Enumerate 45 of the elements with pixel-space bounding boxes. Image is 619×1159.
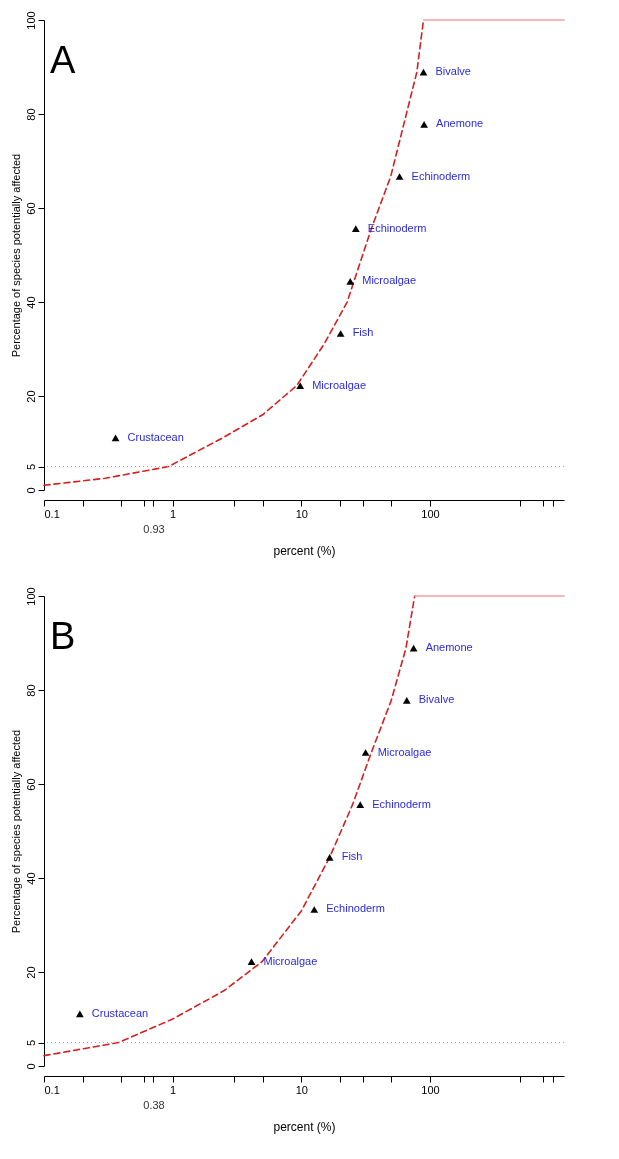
annotation: Echinoderm — [326, 902, 385, 915]
y-axis-title: Percentage of species potentially affected — [9, 153, 22, 358]
x-tick-label: 100 — [421, 1083, 440, 1096]
y-tick-label: 60 — [24, 778, 37, 791]
annotation: Microalgae — [362, 274, 417, 287]
annotation: Bivalve — [418, 693, 455, 706]
x-tick-label: 0.1 — [44, 1083, 60, 1096]
y-tick-label: 80 — [24, 108, 37, 121]
x-tick-label: 1 — [170, 1083, 177, 1096]
x-tick-label: 10 — [295, 507, 308, 520]
y-tick-label: 20 — [24, 390, 37, 403]
x-tick-label: 10 — [295, 1083, 308, 1096]
annotation: Microalgae — [312, 378, 367, 391]
y-tick-label: 5 — [24, 463, 37, 471]
text: A — [50, 38, 76, 81]
text: 0.93 — [143, 523, 165, 535]
annotation: Microalgae — [263, 954, 318, 967]
annotation: Echinoderm — [411, 169, 471, 182]
y-tick-label: 60 — [24, 202, 37, 215]
x-axis-title: percent (%) — [273, 543, 336, 558]
annotation: Bivalve — [435, 65, 471, 78]
x-tick-label: 100 — [421, 507, 440, 520]
annotation: Anemone — [425, 641, 473, 654]
annotation: Echinoderm — [372, 797, 431, 810]
x-axis-title: percent (%) — [273, 1119, 336, 1134]
y-tick-label: 0 — [24, 487, 37, 494]
y-axis-title: Percentage of species potentially affected — [9, 729, 22, 934]
annotation: Crustacean — [91, 1006, 149, 1019]
y-tick-label: 20 — [24, 966, 37, 979]
annotation: Fish — [341, 850, 363, 863]
y-tick-label: 40 — [24, 872, 37, 885]
annotation: Microalgae — [377, 745, 432, 758]
y-tick-label: 100 — [24, 587, 37, 606]
y-tick-label: 40 — [24, 296, 37, 309]
text: 0.38 — [143, 1099, 165, 1111]
text: B — [50, 614, 76, 657]
y-tick-label: 80 — [24, 684, 37, 697]
annotation: Anemone — [436, 117, 484, 130]
annotation: Crustacean — [127, 430, 184, 443]
x-tick-label: 1 — [170, 507, 177, 520]
y-tick-label: 5 — [24, 1039, 37, 1047]
y-tick-label: 100 — [24, 11, 37, 30]
x-tick-label: 0.1 — [44, 507, 60, 520]
annotation: Fish — [352, 326, 374, 339]
y-tick-label: 0 — [24, 1063, 37, 1070]
